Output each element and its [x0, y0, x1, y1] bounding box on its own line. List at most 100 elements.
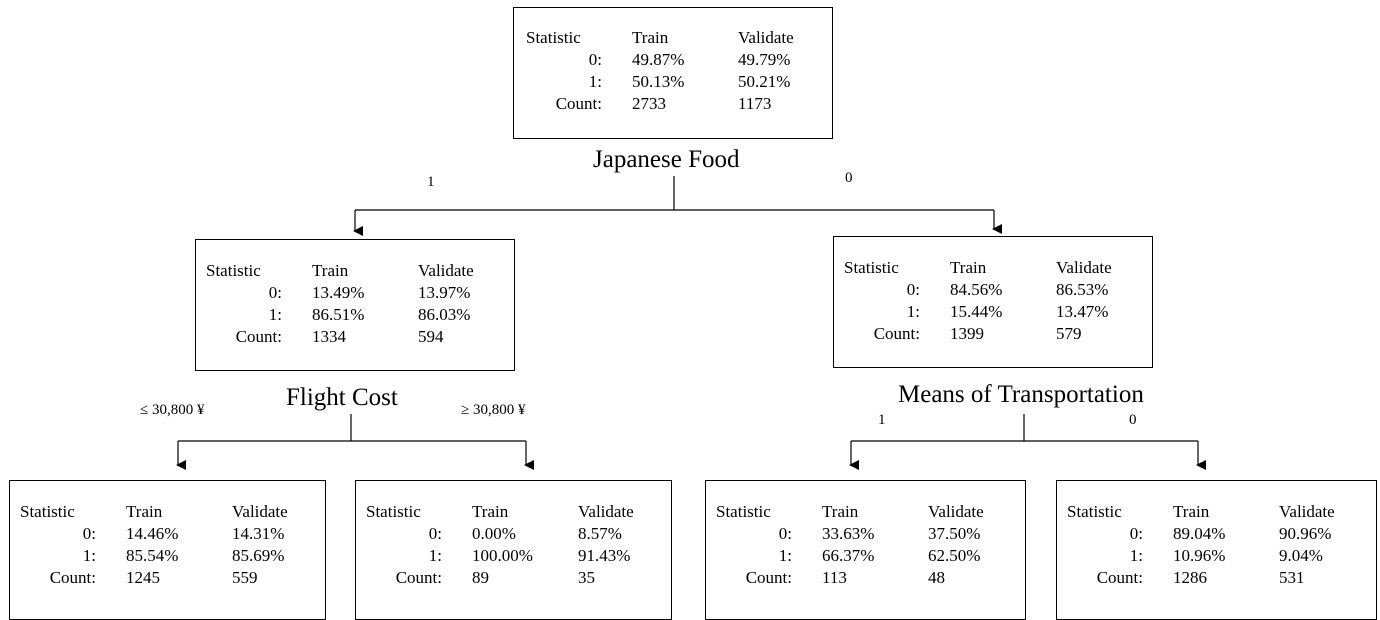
train-zero: 13.49% [312, 283, 365, 302]
validate-zero: 37.50% [928, 524, 981, 543]
validate-one: 13.47% [1056, 302, 1109, 321]
split-label-root: Japanese Food [593, 146, 740, 173]
header-statistic: Statistic [716, 502, 771, 521]
header-statistic: Statistic [20, 502, 75, 521]
header-train: Train [312, 261, 349, 280]
header-validate: Validate [738, 28, 794, 47]
validate-zero: 14.31% [232, 524, 285, 543]
validate-zero: 13.97% [418, 283, 471, 302]
node-leaf-left-right-table: Statistic Train Validate 0: 0.00% 8.57% 1: 10… [366, 501, 634, 589]
header-train: Train [950, 258, 987, 277]
train-zero: 84.56% [950, 280, 1003, 299]
validate-count: 48 [928, 568, 945, 587]
train-one: 50.13% [632, 72, 685, 91]
header-train: Train [126, 502, 163, 521]
node-leaf-right-left-table: Statistic Train Validate 0: 33.63% 37.50% 1:… [716, 501, 984, 589]
train-one: 86.51% [312, 305, 365, 324]
node-root-table: Statistic Train Validate 0: 49.87% 49.79% 1:… [526, 27, 794, 115]
validate-count: 594 [418, 327, 444, 346]
train-one: 100.00% [472, 546, 533, 565]
split-label-left: Flight Cost [286, 384, 398, 411]
node-left-table: Statistic Train Validate 0: 13.49% 13.97% 1:… [206, 260, 474, 348]
row-label-zero: 0: [428, 524, 442, 543]
header-validate: Validate [928, 502, 984, 521]
row-label-zero: 0: [906, 280, 920, 299]
validate-one: 50.21% [738, 72, 791, 91]
validate-count: 579 [1056, 324, 1082, 343]
train-zero: 0.00% [472, 524, 516, 543]
row-label-one: 1: [268, 305, 282, 324]
train-count: 89 [472, 568, 489, 587]
train-count: 1399 [950, 324, 984, 343]
validate-one: 62.50% [928, 546, 981, 565]
row-label-count: Count: [49, 568, 96, 587]
split-label-right: Means of Transportation [898, 381, 1144, 408]
train-count: 1245 [126, 568, 160, 587]
row-label-zero: 0: [1129, 524, 1143, 543]
validate-count: 559 [232, 568, 258, 587]
node-leaf-right-right-table: Statistic Train Validate 0: 89.04% 90.96% 1:… [1067, 501, 1335, 589]
row-label-count: Count: [555, 94, 602, 113]
train-count: 113 [822, 568, 847, 587]
row-label-count: Count: [1096, 568, 1143, 587]
train-one: 10.96% [1173, 546, 1226, 565]
node-right: Statistic Train Validate 0: 84.56% 86.53% 1:… [833, 236, 1153, 368]
row-label-zero: 0: [778, 524, 792, 543]
header-train: Train [632, 28, 669, 47]
node-leaf-left-right: Statistic Train Validate 0: 0.00% 8.57% 1: 10… [355, 480, 672, 620]
train-one: 85.54% [126, 546, 179, 565]
row-label-zero: 0: [588, 50, 602, 69]
node-root: Statistic Train Validate 0: 49.87% 49.79% 1:… [513, 7, 833, 139]
validate-count: 35 [578, 568, 595, 587]
train-one: 66.37% [822, 546, 875, 565]
header-train: Train [472, 502, 509, 521]
validate-one: 91.43% [578, 546, 631, 565]
node-left: Statistic Train Validate 0: 13.49% 13.97% 1:… [195, 239, 515, 371]
validate-one: 85.69% [232, 546, 285, 565]
header-train: Train [822, 502, 859, 521]
row-label-one: 1: [82, 546, 96, 565]
header-validate: Validate [1056, 258, 1112, 277]
train-count: 2733 [632, 94, 666, 113]
row-label-count: Count: [873, 324, 920, 343]
validate-one: 9.04% [1279, 546, 1323, 565]
validate-zero: 8.57% [578, 524, 622, 543]
row-label-zero: 0: [268, 283, 282, 302]
header-validate: Validate [1279, 502, 1335, 521]
branch-label-root-left: 1 [427, 174, 435, 190]
header-validate: Validate [578, 502, 634, 521]
train-count: 1334 [312, 327, 346, 346]
row-label-count: Count: [235, 327, 282, 346]
node-leaf-right-left: Statistic Train Validate 0: 33.63% 37.50% 1:… [705, 480, 1026, 620]
train-zero: 89.04% [1173, 524, 1226, 543]
node-leaf-right-right: Statistic Train Validate 0: 89.04% 90.96% 1:… [1056, 480, 1377, 620]
branch-label-left-right: ≥ 30,800 ¥ [461, 402, 526, 418]
branch-label-right-right: 0 [1129, 412, 1137, 428]
node-leaf-left-left-table: Statistic Train Validate 0: 14.46% 14.31% 1:… [20, 501, 288, 589]
branch-label-root-right: 0 [845, 170, 853, 186]
row-label-zero: 0: [82, 524, 96, 543]
row-label-count: Count: [745, 568, 792, 587]
header-validate: Validate [418, 261, 474, 280]
header-validate: Validate [232, 502, 288, 521]
row-label-count: Count: [395, 568, 442, 587]
header-statistic: Statistic [844, 258, 899, 277]
header-statistic: Statistic [526, 28, 581, 47]
node-right-table: Statistic Train Validate 0: 84.56% 86.53% 1:… [844, 257, 1112, 345]
validate-count: 1173 [738, 94, 772, 113]
validate-zero: 49.79% [738, 50, 791, 69]
validate-zero: 86.53% [1056, 280, 1109, 299]
branch-label-right-left: 1 [878, 412, 886, 428]
validate-count: 531 [1279, 568, 1305, 587]
row-label-one: 1: [428, 546, 442, 565]
header-statistic: Statistic [1067, 502, 1122, 521]
row-label-one: 1: [588, 72, 602, 91]
train-zero: 49.87% [632, 50, 685, 69]
row-label-one: 1: [778, 546, 792, 565]
header-statistic: Statistic [206, 261, 261, 280]
validate-zero: 90.96% [1279, 524, 1332, 543]
train-one: 15.44% [950, 302, 1003, 321]
row-label-one: 1: [1129, 546, 1143, 565]
